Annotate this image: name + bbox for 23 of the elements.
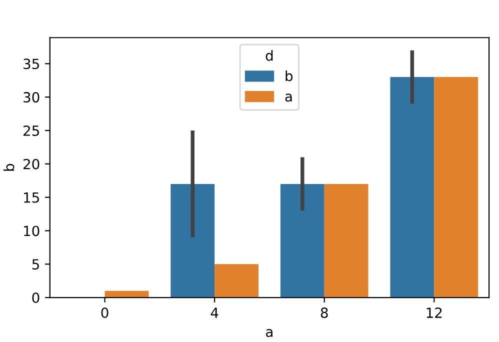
y-tick-label: 25 [24, 125, 39, 136]
y-tick-label: 5 [32, 259, 39, 270]
x-tick-label: 0 [101, 308, 108, 318]
y-tick-label: 15 [24, 192, 39, 203]
y-tick-label: 35 [24, 58, 39, 70]
x-tick-label: 4 [210, 308, 218, 318]
y-tick-label: 30 [24, 92, 40, 103]
y-axis-title: b [4, 164, 14, 171]
bar [214, 264, 258, 298]
x-tick-label: 8 [320, 308, 328, 318]
bar [390, 77, 434, 298]
bar [324, 184, 368, 298]
y-tick-label: 20 [24, 158, 40, 170]
bar [170, 184, 215, 298]
y-tick-label: 10 [24, 226, 40, 236]
legend-label: a [285, 94, 292, 102]
legend-title: d [266, 50, 273, 61]
legend-label: b [286, 70, 293, 82]
x-axis-title: a [266, 329, 272, 338]
x-tick-label: 12 [426, 308, 442, 318]
y-tick-label: 0 [32, 292, 40, 304]
bar [280, 184, 324, 298]
bar [434, 77, 478, 298]
